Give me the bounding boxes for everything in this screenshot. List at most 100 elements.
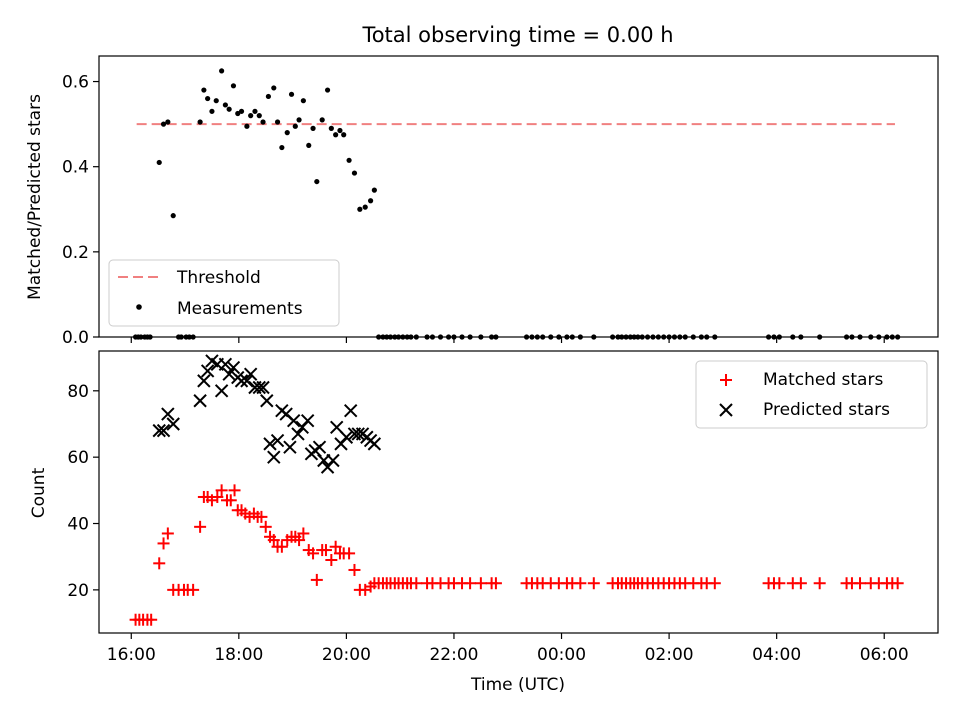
measurement-point: [362, 204, 368, 210]
predicted-star-point: [351, 427, 365, 441]
bottom-legend: Matched stars Predicted stars: [695, 360, 928, 429]
measurement-point: [165, 119, 171, 125]
predicted-star-point: [161, 407, 175, 421]
measurement-point: [222, 102, 228, 108]
measurement-point: [209, 108, 215, 114]
measurement-point: [712, 334, 718, 340]
measurement-point: [690, 334, 696, 340]
measurement-point: [698, 334, 704, 340]
predicted-star-point: [263, 437, 277, 451]
predicted-star-point: [214, 384, 229, 398]
measurement-point: [577, 334, 583, 340]
predicted-star-point: [300, 413, 315, 428]
measurement-point: [631, 334, 637, 340]
measurement-point: [296, 117, 302, 123]
measurement-point: [765, 334, 772, 340]
measurement-point: [523, 334, 530, 340]
matched-star-point: [228, 484, 241, 497]
matched-star-point: [794, 577, 807, 590]
legend-predicted-label: Predicted stars: [763, 400, 890, 420]
measurement-point: [395, 334, 402, 340]
measurement-point: [238, 108, 245, 114]
top-y-axis-label: Matched/Predicted stars: [25, 94, 45, 300]
measurement-point: [160, 121, 167, 127]
measurement-point: [170, 213, 176, 219]
measurement-point: [798, 334, 804, 340]
matched-star-point: [813, 577, 826, 590]
predicted-star-point: [326, 453, 340, 468]
x-tick-label: 16:00: [107, 645, 156, 665]
measurement-point: [849, 334, 855, 340]
measurement-point: [288, 91, 295, 97]
matched-star-point: [343, 547, 356, 560]
measurement-point: [387, 334, 394, 340]
bottom-plot-frame: [98, 350, 939, 634]
matched-star-point: [310, 573, 323, 586]
top-plot-frame: [98, 55, 939, 338]
measurement-point: [156, 159, 162, 166]
measurement-point: [529, 334, 535, 340]
measurement-point: [615, 334, 621, 340]
measurement-point: [201, 87, 207, 93]
measurement-point: [274, 119, 281, 125]
y-tick-label: 0.6: [62, 73, 89, 93]
y-tick-label: 0.4: [62, 158, 89, 178]
matched-star-point: [773, 577, 786, 590]
y-tick-label: 40: [67, 515, 89, 535]
measurement-point: [876, 334, 882, 340]
measurement-point: [219, 68, 225, 74]
measurement-point: [843, 334, 850, 340]
matched-star-point: [574, 577, 587, 590]
bottom-data-marks: [129, 354, 904, 626]
measurement-point: [548, 334, 554, 340]
measurement-point: [682, 334, 688, 340]
measurement-point: [252, 108, 258, 114]
matched-star-point: [275, 540, 288, 553]
matched-star-point: [157, 537, 170, 550]
measurement-point: [346, 157, 352, 163]
measurement-point: [429, 334, 436, 340]
bottom-x-ticks: 16:00 18:00 20:00 22:00 00:00 02:00 04:00 06:00: [107, 633, 909, 665]
measurement-point: [619, 334, 625, 340]
measurement-point: [357, 206, 363, 212]
x-tick-label: 00:00: [537, 645, 586, 665]
legend-matched-label: Matched stars: [763, 370, 883, 390]
matched-star-point: [194, 520, 207, 533]
matched-star-point: [474, 577, 487, 590]
predicted-star-point: [367, 437, 382, 451]
measurement-point: [569, 334, 575, 340]
predicted-star-point: [270, 433, 285, 448]
measurement-point: [292, 123, 298, 129]
measurement-point: [244, 123, 250, 129]
measurement-point: [265, 93, 272, 100]
predicted-star-point: [267, 450, 281, 464]
measurement-point: [351, 170, 358, 176]
measurement-point: [671, 334, 678, 340]
measurement-point: [324, 87, 331, 93]
measurement-point: [404, 334, 410, 340]
matched-star-point: [325, 554, 338, 567]
measurement-point: [371, 187, 377, 193]
predicted-star-point: [339, 430, 354, 444]
predicted-star-point: [197, 374, 211, 388]
bottom-panel: 16:00 18:00 20:00 22:00 00:00 02:00 04:00 06:00…: [29, 350, 939, 695]
y-tick-label: 20: [67, 581, 89, 601]
matched-star-point: [464, 577, 477, 590]
matched-star-point: [307, 547, 320, 560]
matched-star-point: [259, 520, 272, 533]
predicted-star-point: [218, 357, 233, 371]
predicted-star-point: [291, 427, 305, 441]
predicted-star-point: [226, 360, 241, 375]
measurement-point: [895, 334, 901, 340]
measurement-point: [704, 334, 710, 340]
legend-predicted-swatch: [719, 403, 733, 417]
predicted-star-point: [222, 367, 236, 381]
measurement-point: [884, 334, 890, 340]
measurement-point: [677, 334, 683, 340]
chart-title: Total observing time = 0.00 h: [361, 23, 673, 47]
y-tick-label: 0.0: [62, 328, 89, 348]
predicted-star-point: [156, 423, 171, 438]
predicted-star-point: [240, 374, 254, 388]
predicted-star-point: [193, 394, 207, 408]
